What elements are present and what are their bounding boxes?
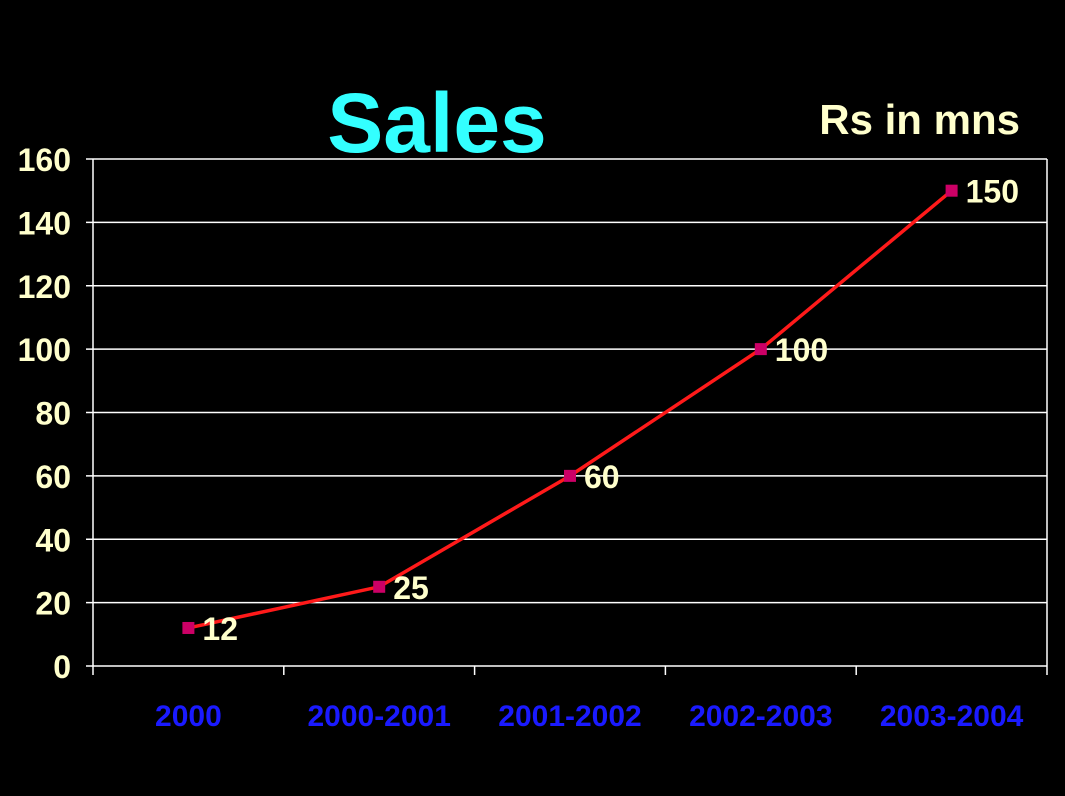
- data-label: 150: [966, 174, 1019, 210]
- x-axis-ticks: 2000 2000-2001 2001-2002 2002-2003 2003-2004: [92, 666, 1048, 733]
- gridlines: [93, 158, 1047, 604]
- y-axis-ticks: 0 20 40 60 80 100 120 140 160: [18, 142, 93, 685]
- data-point-marker: [373, 580, 386, 593]
- series-sales: [182, 184, 958, 634]
- data-label: 25: [393, 570, 429, 606]
- unit-label: Rs in mns: [819, 96, 1020, 143]
- x-tick-label: 2001-2002: [498, 700, 641, 733]
- data-point-marker: [754, 343, 767, 356]
- x-tick-label: 2000-2001: [307, 700, 450, 733]
- data-labels: 12 25 60 100 150: [202, 174, 1019, 647]
- y-tick-label: 40: [35, 522, 71, 558]
- data-label: 60: [584, 459, 620, 495]
- data-label: 100: [775, 332, 828, 368]
- y-tick-label: 20: [35, 586, 71, 622]
- series-line: [188, 189, 953, 630]
- x-tick-label: 2000: [155, 700, 222, 733]
- y-tick-label: 80: [35, 396, 71, 432]
- data-label: 12: [202, 611, 238, 647]
- data-point-marker: [182, 621, 195, 634]
- data-point-marker: [945, 184, 958, 197]
- y-tick-label: 100: [18, 332, 71, 368]
- chart-title: Sales: [327, 76, 547, 170]
- data-point-marker: [564, 469, 576, 482]
- y-tick-label: 60: [35, 459, 71, 495]
- y-tick-label: 160: [18, 142, 71, 178]
- y-tick-label: 120: [18, 269, 71, 305]
- y-tick-label: 140: [18, 205, 71, 241]
- x-tick-label: 2002-2003: [689, 700, 832, 733]
- y-tick-label: 0: [53, 649, 71, 685]
- x-tick-label: 2003-2004: [880, 700, 1024, 733]
